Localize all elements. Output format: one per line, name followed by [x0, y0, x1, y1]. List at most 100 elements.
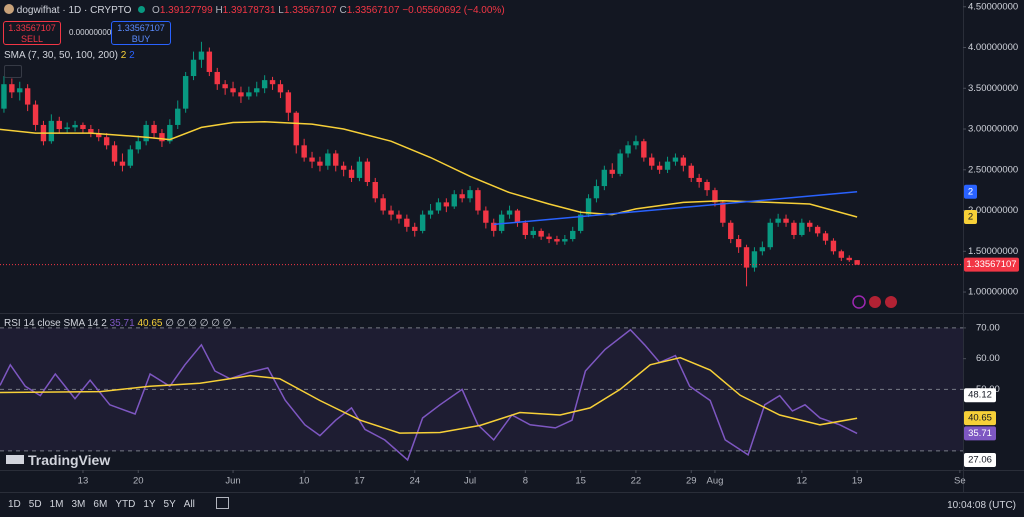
candle-body	[111, 145, 118, 162]
candle-body	[254, 88, 260, 93]
candle-body	[735, 239, 742, 248]
candle-body	[72, 124, 78, 128]
range-button[interactable]: 6M	[93, 499, 108, 510]
candle-body	[80, 124, 86, 130]
coin-icon	[4, 4, 14, 14]
candle-body	[617, 153, 623, 174]
collapse-button[interactable]	[4, 65, 22, 78]
axis-tag-label: 48.12	[968, 390, 992, 401]
candle-body	[664, 161, 671, 170]
range-buttons: 1D 5D 1M 3M 6M YTD 1Y 5Y All	[0, 499, 195, 510]
x-tick-label: 29	[686, 476, 697, 487]
range-button[interactable]: 1M	[49, 499, 64, 510]
y-tick-label: 60.00	[976, 353, 1000, 364]
sell-button[interactable]: 1.33567107 SELL	[3, 21, 61, 45]
candle-body	[593, 186, 600, 199]
sma-legend[interactable]: SMA (7, 30, 50, 100, 200) 2 2	[4, 50, 135, 61]
event-icon[interactable]	[852, 295, 866, 309]
candle-body	[633, 141, 639, 146]
logo-mark	[6, 455, 24, 464]
x-tick-label: 13	[78, 476, 89, 487]
candle-body	[451, 194, 457, 207]
candle-body	[167, 124, 173, 142]
candle-body	[96, 133, 102, 138]
range-button[interactable]: 5D	[28, 499, 42, 510]
candle-body	[530, 230, 536, 235]
rsi-plot	[0, 327, 963, 462]
candle-body	[119, 161, 126, 166]
candle-body	[577, 214, 584, 231]
event-icons	[852, 295, 897, 309]
candle-body	[190, 59, 197, 77]
y-tick-label: 2.50000000	[968, 164, 1018, 175]
axis-tag	[964, 388, 996, 403]
candle-body	[522, 222, 529, 235]
candle-body	[672, 157, 679, 162]
rsi-line	[0, 328, 858, 462]
candle-body	[830, 240, 837, 252]
sell-label: SELL	[20, 34, 44, 44]
ohlc-value: 1.33567107	[346, 5, 400, 16]
rsi-others: ∅ ∅ ∅ ∅ ∅ ∅	[165, 318, 232, 329]
spread: 0.00000000	[69, 28, 112, 37]
symbol[interactable]: dogwifhat · 1D · CRYPTO	[16, 5, 132, 16]
change: −0.05560692 (−4.00%)	[402, 5, 505, 16]
candle-body	[483, 210, 489, 223]
rsi-legend[interactable]: RSI 14 close SMA 14 2 35.71 40.65 ∅ ∅ ∅ …	[4, 318, 231, 329]
axis-tag-label: 40.65	[968, 413, 992, 424]
candle-body	[459, 194, 465, 199]
candle-body	[151, 124, 157, 134]
candle-body	[475, 190, 481, 211]
candle-body	[159, 133, 165, 142]
candle-body	[443, 202, 450, 207]
range-button[interactable]: 1Y	[143, 499, 156, 510]
x-tick-label: 19	[852, 476, 863, 487]
event-icon[interactable]	[885, 296, 897, 308]
sma-name: SMA (7, 30, 50, 100, 200)	[4, 50, 118, 61]
range-button[interactable]: 3M	[71, 499, 86, 510]
status-dot	[138, 6, 146, 13]
candle-body	[293, 112, 299, 146]
bottom-toolbar: 1D 5D 1M 3M 6M YTD 1Y 5Y All 10:04:08 (UTC)	[0, 492, 1024, 517]
event-icon[interactable]	[869, 296, 881, 308]
x-tick-label: 24	[409, 476, 420, 487]
candle-body	[767, 222, 773, 248]
candle-body	[277, 84, 284, 93]
range-button[interactable]: 5Y	[163, 499, 176, 510]
y-tick-label: 3.00000000	[968, 124, 1018, 135]
candle-body	[775, 218, 781, 223]
candle-body	[743, 247, 750, 268]
candle-body	[9, 84, 15, 93]
candle-body	[24, 88, 31, 105]
candle-body	[261, 80, 268, 89]
branding: TradingView	[6, 452, 110, 468]
candle-body	[491, 222, 497, 231]
candle-body	[696, 177, 702, 182]
y-tick-label: 1.50000000	[968, 246, 1018, 257]
indicator-line	[493, 191, 858, 226]
axis-tag	[964, 184, 977, 199]
y-tick-label: 4.50000000	[968, 1, 1018, 12]
buy-button[interactable]: 1.33567107 BUY	[111, 21, 171, 45]
candle-body	[728, 222, 734, 240]
candle-body	[230, 88, 236, 93]
range-button[interactable]: 1D	[8, 499, 21, 510]
range-button[interactable]: All	[183, 499, 195, 510]
x-tick-label: Jul	[464, 476, 476, 487]
axis-tag-label: 2	[968, 186, 973, 197]
candle-body	[32, 104, 39, 125]
candle-body	[88, 129, 94, 134]
candle-body	[388, 210, 394, 215]
candle-body	[64, 127, 70, 130]
buy-price: 1.33567107	[117, 23, 165, 33]
candle-body	[206, 51, 213, 72]
candle-body	[846, 257, 852, 261]
calendar-button[interactable]	[215, 497, 229, 509]
sell-price: 1.33567107	[8, 23, 56, 33]
candle-body	[340, 165, 347, 170]
axis-tag	[964, 452, 996, 467]
range-button[interactable]: YTD	[115, 499, 136, 510]
candle-body	[356, 161, 363, 178]
candle-body	[48, 120, 55, 142]
